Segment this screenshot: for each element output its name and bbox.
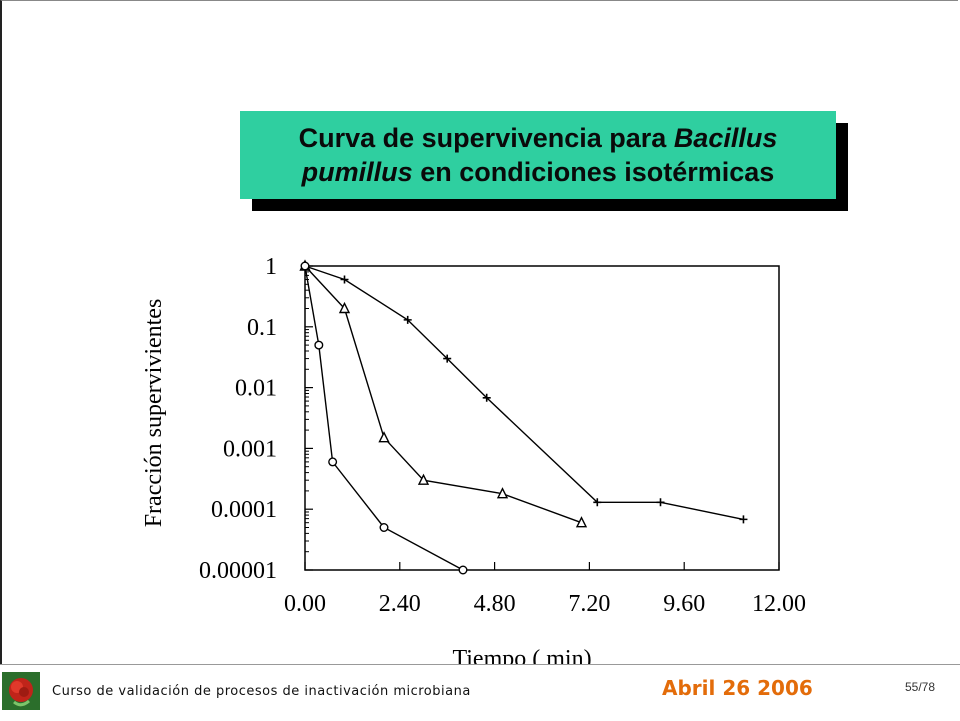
- plot-frame: [304, 265, 780, 571]
- title-line-1-italic: Bacillus: [673, 123, 778, 153]
- triangle-marker: [338, 301, 351, 314]
- plus-marker: [403, 315, 412, 324]
- x-tick-label: 12.00: [752, 591, 806, 617]
- title-line-1-text: Curva de supervivencia para: [298, 123, 674, 153]
- x-tick-label: 4.80: [474, 591, 516, 617]
- circle-marker: [314, 340, 324, 350]
- triangle-marker: [417, 473, 430, 485]
- title-line-2: pumillus en condiciones isotérmicas: [302, 155, 775, 189]
- series-plus: [301, 262, 748, 524]
- footer-bar: [0, 664, 960, 721]
- series-layer: [299, 259, 748, 575]
- x-major-ticks: [304, 562, 780, 570]
- plus-marker: [443, 354, 452, 363]
- circle-marker: [300, 261, 310, 271]
- circle-marker: [379, 523, 389, 533]
- y-tick-labels: 1 0.1 0.01 0.001 0.0001 0.00001: [199, 254, 277, 584]
- y-tick-label: 0.001: [223, 436, 277, 462]
- slide-title: Curva de supervivencia para Bacillus pum…: [240, 111, 836, 199]
- y-tick-label: 0.00001: [199, 558, 277, 584]
- x-tick-label: 7.20: [568, 591, 610, 617]
- course-name: Curso de validación de procesos de inact…: [52, 684, 471, 699]
- triangle-marker: [575, 516, 588, 528]
- plus-marker: [593, 498, 602, 507]
- y-tick-label: 0.1: [247, 315, 277, 341]
- title-line-2-italic: pumillus: [301, 157, 413, 187]
- y-major-ticks: [305, 265, 313, 571]
- title-line-2-text: en condiciones isotérmicas: [412, 157, 775, 187]
- plus-marker: [656, 498, 665, 507]
- series-line: [304, 265, 582, 524]
- y-tick-label: 1: [265, 254, 277, 280]
- circle-marker: [328, 457, 338, 467]
- slide-date: Abril 26 2006: [662, 676, 813, 700]
- page-number: 55/78: [905, 680, 936, 694]
- plus-marker: [340, 275, 349, 284]
- circle-marker: [458, 565, 468, 575]
- x-tick-labels: 0.00 2.40 4.80 7.20 9.60 12.00: [284, 591, 806, 617]
- x-tick-label: 0.00: [284, 591, 326, 617]
- plus-marker: [739, 515, 748, 524]
- series-circle: [300, 261, 468, 575]
- series-line: [304, 265, 744, 521]
- y-tick-label: 0.0001: [211, 497, 277, 523]
- plus-marker: [482, 393, 491, 402]
- x-tick-label: 9.60: [663, 591, 705, 617]
- triangle-marker: [378, 431, 390, 443]
- x-tick-label: 2.40: [379, 591, 421, 617]
- title-line-1: Curva de supervivencia para Bacillus: [299, 121, 778, 155]
- y-axis-label: Fracción supervivientes: [141, 299, 167, 528]
- series-triangle: [299, 259, 588, 528]
- triangle-marker: [496, 487, 509, 499]
- y-tick-label: 0.01: [235, 376, 277, 402]
- rose-icon: [2, 672, 40, 710]
- y-minor-ticks: [305, 268, 309, 553]
